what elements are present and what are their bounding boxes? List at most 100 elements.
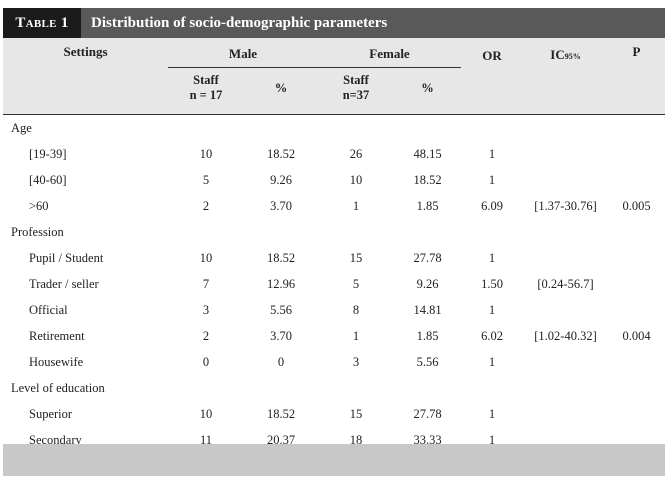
cell-ic xyxy=(523,167,608,193)
header-settings: Settings xyxy=(63,44,108,59)
cell-male-pct: 18.52 xyxy=(266,251,296,265)
cell-or: 1 xyxy=(488,251,496,265)
header-or: OR xyxy=(461,48,523,64)
cell-male-pct: 3.70 xyxy=(270,329,292,343)
cell-or: 1.50 xyxy=(481,277,503,291)
row-label: Housewife xyxy=(29,355,84,369)
cell-male-pct: 18.52 xyxy=(266,407,296,421)
table-row: Pupil / Student 10 18.52 15 27.78 1 xyxy=(3,245,665,271)
table-row: [19-39] 10 18.52 26 48.15 1 xyxy=(3,141,665,167)
cell-male-pct: 18.52 xyxy=(266,147,296,161)
cell-male-pct: 9.26 xyxy=(270,173,292,187)
header-male-staff-line1: Staff xyxy=(193,73,219,87)
cell-female-staff: 10 xyxy=(349,173,363,187)
cell-female-staff: 3 xyxy=(352,355,360,369)
cell-p xyxy=(608,245,665,271)
group-underline xyxy=(168,67,461,68)
section-row: Age xyxy=(3,115,665,141)
header-or-text: OR xyxy=(482,48,502,63)
cell-female-staff: 15 xyxy=(349,407,363,421)
table-footer-bar xyxy=(3,444,665,476)
table-row: Secondary 11 20.37 18 33.33 1 xyxy=(3,427,665,453)
cell-male-staff: 3 xyxy=(202,303,210,317)
row-label: Trader / seller xyxy=(29,277,99,291)
cell-male-pct: 0 xyxy=(277,355,285,369)
cell-female-staff: 15 xyxy=(349,251,363,265)
cell-or: 1 xyxy=(488,355,496,369)
table-label: Table 1 xyxy=(3,8,81,38)
cell-or: 1 xyxy=(488,147,496,161)
cell-female-staff: 18 xyxy=(349,433,363,447)
table-header: Settings Male Female OR IC95% P Staff n … xyxy=(3,38,665,115)
cell-ic xyxy=(523,297,608,323)
cell-ic: [0.24-56.7] xyxy=(537,277,594,291)
cell-female-pct: 18.52 xyxy=(413,173,442,187)
row-label: Superior xyxy=(29,407,73,421)
cell-or: 1 xyxy=(488,433,496,447)
cell-male-staff: 7 xyxy=(202,277,210,291)
cell-female-pct: 5.56 xyxy=(416,355,439,369)
header-female: Female xyxy=(369,46,410,61)
cell-p xyxy=(608,141,665,167)
header-male-staff: Staff n = 17 xyxy=(168,73,244,103)
header-female-pct: % xyxy=(421,81,434,95)
cell-female-pct: 1.85 xyxy=(416,199,439,213)
cell-or: 1 xyxy=(488,173,496,187)
cell-or: 6.09 xyxy=(481,199,503,213)
cell-p xyxy=(608,401,665,427)
cell-male-staff: 10 xyxy=(199,251,213,265)
table-row: [40-60] 5 9.26 10 18.52 1 xyxy=(3,167,665,193)
cell-ic xyxy=(523,245,608,271)
cell-male-staff: 5 xyxy=(202,173,210,187)
cell-female-pct: 48.15 xyxy=(413,147,442,161)
cell-ic: [1.37-30.76] xyxy=(534,199,597,213)
cell-male-staff: 10 xyxy=(199,407,213,421)
cell-p: 0.004 xyxy=(622,329,651,343)
header-female-staff: Staff n=37 xyxy=(318,73,394,103)
cell-p xyxy=(608,167,665,193)
cell-female-pct: 9.26 xyxy=(416,277,439,291)
cell-female-pct: 1.85 xyxy=(416,329,439,343)
cell-male-pct: 5.56 xyxy=(270,303,292,317)
cell-male-staff: 0 xyxy=(202,355,210,369)
cell-p: 0.005 xyxy=(622,199,651,213)
table-row: Trader / seller 7 12.96 5 9.26 1.50 [0.24-56.7… xyxy=(3,271,665,297)
table-title-bar: Table 1 Distribution of socio-demographi… xyxy=(3,8,665,38)
header-ic: IC95% xyxy=(523,47,608,63)
cell-male-staff: 11 xyxy=(199,433,213,447)
cell-p xyxy=(608,297,665,323)
cell-male-staff: 2 xyxy=(202,329,210,343)
cell-female-pct: 33.33 xyxy=(413,433,442,447)
cell-ic xyxy=(523,401,608,427)
table-figure: Table 1 Distribution of socio-demographi… xyxy=(3,8,665,476)
cell-or: 1 xyxy=(488,303,496,317)
cell-female-staff: 1 xyxy=(352,199,360,213)
row-label: [40-60] xyxy=(29,173,67,187)
cell-female-staff: 8 xyxy=(352,303,360,317)
row-label: Secondary xyxy=(29,433,82,447)
table-row: Superior 10 18.52 15 27.78 1 xyxy=(3,401,665,427)
header-male-pct: % xyxy=(274,81,288,95)
cell-male-staff: 10 xyxy=(199,147,213,161)
section-label: Level of education xyxy=(11,381,105,395)
cell-or: 6.02 xyxy=(481,329,503,343)
header-female-staff-line1: Staff xyxy=(343,73,369,87)
table-title: Distribution of socio-demographic parame… xyxy=(91,15,388,31)
header-female-staff-line2: n=37 xyxy=(342,88,370,102)
header-p: P xyxy=(632,44,641,59)
header-male-staff-line2: n = 17 xyxy=(189,88,223,102)
cell-ic: [1.02-40.32] xyxy=(534,329,597,343)
cell-male-pct: 3.70 xyxy=(270,199,292,213)
header-male: Male xyxy=(228,46,258,61)
cell-male-pct: 20.37 xyxy=(266,433,296,447)
cell-female-staff: 1 xyxy=(352,329,360,343)
table-row: Housewife 0 0 3 5.56 1 xyxy=(3,349,665,375)
section-label: Age xyxy=(11,121,32,135)
cell-male-pct: 12.96 xyxy=(266,277,296,291)
table-row: Official 3 5.56 8 14.81 1 xyxy=(3,297,665,323)
row-label: [19-39] xyxy=(29,147,67,161)
section-row: Profession xyxy=(3,219,665,245)
cell-ic xyxy=(523,349,608,375)
row-label: >60 xyxy=(29,199,49,213)
cell-female-pct: 14.81 xyxy=(413,303,442,317)
